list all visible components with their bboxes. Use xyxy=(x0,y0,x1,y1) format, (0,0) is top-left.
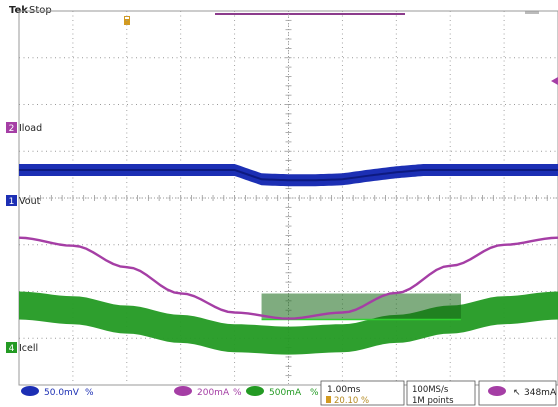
status-bar: 50.0mV % 200mA % 500mA % 1.00ms 20.10 % … xyxy=(21,380,557,406)
acquisition-box[interactable] xyxy=(406,380,476,406)
trigger-position-icon xyxy=(326,396,331,403)
ch2-indicator-icon[interactable] xyxy=(174,386,192,396)
iload-trace xyxy=(18,236,558,320)
graticule xyxy=(18,10,558,386)
sample-rate: 100MS/s xyxy=(412,385,449,395)
channel-1-number: 1 xyxy=(9,197,15,207)
ch1-coupling: % xyxy=(85,388,94,398)
ch2-readout[interactable]: 200mA % xyxy=(174,386,242,398)
timebase-box[interactable] xyxy=(320,380,405,406)
channel-label-iload[interactable]: 2 Iload xyxy=(6,122,42,134)
channel-2-badge[interactable] xyxy=(6,122,17,133)
trigger-position-value: 20.10 % xyxy=(334,396,369,406)
header-indicator xyxy=(525,11,539,14)
ch1-scale: 50.0mV xyxy=(44,388,80,398)
record-length: 1M points xyxy=(412,396,454,406)
channel-1-badge[interactable] xyxy=(6,195,17,206)
vout-label: Vout xyxy=(19,196,41,207)
icell-label: Icell xyxy=(19,343,38,354)
channel-4-number: 4 xyxy=(9,344,15,354)
timebase-value: 1.00ms xyxy=(327,385,361,395)
channel-label-icell[interactable]: 4 Icell xyxy=(6,342,38,354)
trigger-slope-icon: ↖ xyxy=(513,388,521,398)
ch4-indicator-icon[interactable] xyxy=(246,386,264,396)
channel-4-badge[interactable] xyxy=(6,342,17,353)
ch2-scale: 200mA xyxy=(197,388,230,398)
acquisition-readout[interactable]: 100MS/s 1M points xyxy=(406,380,476,406)
ch4-scale: 500mA xyxy=(269,388,302,398)
timebase-readout[interactable]: 1.00ms 20.10 % xyxy=(320,380,405,406)
iload-label: Iload xyxy=(19,123,42,134)
vout-centerline xyxy=(19,168,558,182)
trigger-source-icon xyxy=(488,386,506,396)
ch4-coupling: % xyxy=(310,388,319,398)
ch1-indicator-icon[interactable] xyxy=(21,386,39,396)
trigger-level-marker-icon[interactable] xyxy=(551,77,558,85)
trigger-level: 348mA xyxy=(524,388,557,398)
icell-trace xyxy=(19,291,558,355)
waveforms xyxy=(18,164,558,355)
ch1-readout[interactable]: 50.0mV % xyxy=(21,386,94,398)
ch4-readout[interactable]: 500mA % xyxy=(246,386,319,398)
ch2-coupling: % xyxy=(233,388,242,398)
channel-2-number: 2 xyxy=(9,124,15,134)
trigger-readout[interactable]: ↖ 348mA xyxy=(478,380,557,406)
channel-label-vout[interactable]: 1 Vout xyxy=(6,195,41,207)
